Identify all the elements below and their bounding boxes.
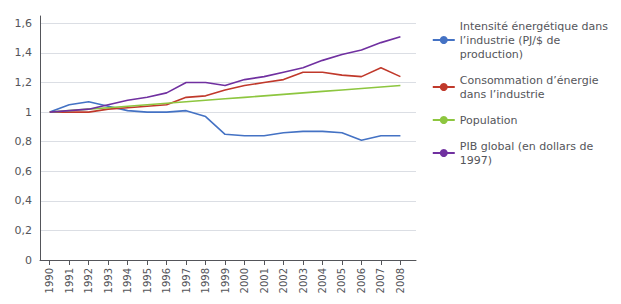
svg-text:2003: 2003	[298, 268, 309, 293]
svg-text:1999: 1999	[220, 268, 231, 293]
svg-text:2004: 2004	[317, 268, 328, 293]
svg-text:1997): 1997)	[460, 154, 492, 167]
svg-text:Intensité énergétique dans: Intensité énergétique dans	[460, 20, 609, 33]
svg-text:1990: 1990	[44, 268, 55, 293]
svg-text:l’industrie (PJ/$ de: l’industrie (PJ/$ de	[460, 34, 561, 47]
svg-text:0,8: 0,8	[15, 135, 33, 148]
svg-text:0,4: 0,4	[15, 194, 33, 207]
svg-text:1,4: 1,4	[15, 46, 33, 59]
svg-text:production): production)	[460, 48, 523, 61]
svg-text:1993: 1993	[103, 268, 114, 293]
svg-text:0,2: 0,2	[15, 224, 33, 237]
svg-text:1997: 1997	[181, 268, 192, 293]
svg-text:Population: Population	[460, 114, 518, 127]
svg-text:2006: 2006	[356, 268, 367, 293]
svg-text:1991: 1991	[64, 268, 75, 293]
svg-text:2002: 2002	[278, 268, 289, 293]
svg-text:1,2: 1,2	[15, 76, 33, 89]
svg-text:1995: 1995	[142, 268, 153, 293]
svg-text:1,6: 1,6	[15, 17, 33, 30]
svg-text:0,6: 0,6	[15, 165, 33, 178]
svg-text:2007: 2007	[375, 268, 386, 293]
svg-text:2000: 2000	[239, 268, 250, 293]
svg-text:PIB global (en dollars de: PIB global (en dollars de	[460, 140, 594, 153]
svg-text:0: 0	[25, 254, 32, 267]
svg-text:2008: 2008	[395, 268, 406, 293]
svg-text:1998: 1998	[200, 268, 211, 293]
svg-text:dans l’industrie: dans l’industrie	[460, 88, 545, 101]
svg-text:1996: 1996	[161, 268, 172, 293]
svg-text:1992: 1992	[83, 268, 94, 293]
svg-text:1994: 1994	[122, 268, 133, 293]
svg-text:1: 1	[25, 106, 32, 119]
svg-text:Consommation d’énergie: Consommation d’énergie	[460, 74, 599, 87]
svg-text:2005: 2005	[336, 268, 347, 293]
svg-text:2001: 2001	[259, 268, 270, 293]
